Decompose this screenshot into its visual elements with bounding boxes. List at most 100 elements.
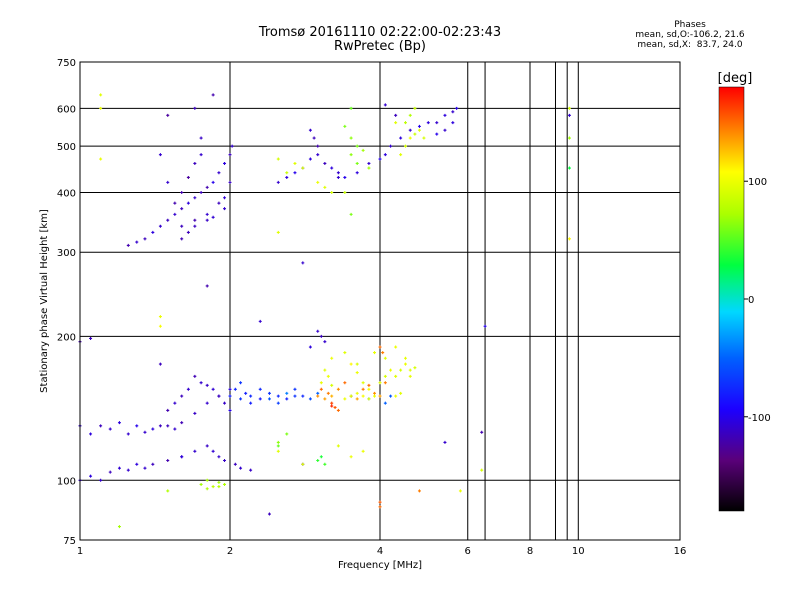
data-point <box>193 411 197 415</box>
data-point <box>186 201 190 205</box>
data-point <box>367 397 371 401</box>
data-point <box>343 124 347 128</box>
data-point <box>330 383 334 387</box>
data-point <box>158 324 162 328</box>
data-point <box>373 351 377 355</box>
data-point <box>435 121 439 125</box>
data-point <box>408 368 412 372</box>
data-point <box>151 230 155 234</box>
x-tick-label: 10 <box>572 546 585 557</box>
data-point <box>355 371 359 375</box>
data-point <box>378 345 382 349</box>
data-point <box>193 196 197 200</box>
data-point <box>333 405 337 409</box>
data-point <box>378 505 382 509</box>
data-point <box>361 394 365 398</box>
data-point <box>408 128 412 132</box>
x-tick-label: 6 <box>465 546 471 557</box>
data-point <box>199 482 203 486</box>
data-point <box>308 397 312 401</box>
data-point <box>166 218 170 222</box>
data-point <box>417 128 421 132</box>
data-point <box>89 336 93 340</box>
data-point <box>417 124 421 128</box>
y-tick-labels: 75 100 200 300 400 500 600 750 <box>57 58 76 547</box>
data-point <box>199 136 203 140</box>
data-point <box>330 401 334 405</box>
data-point <box>151 462 155 466</box>
y-tick-label: 400 <box>57 188 76 199</box>
data-point <box>378 381 382 385</box>
data-point <box>394 374 398 378</box>
data-point <box>343 175 347 179</box>
data-point <box>199 153 203 157</box>
data-point <box>199 190 203 194</box>
data-point <box>228 387 232 391</box>
data-point <box>293 171 297 175</box>
data-point <box>408 113 412 117</box>
phase-stats: Phases mean, sd,O:-106.2, 21.6 mean, sd,… <box>590 20 790 50</box>
data-points <box>78 93 571 529</box>
data-point <box>158 315 162 319</box>
data-point <box>316 329 320 333</box>
data-point <box>373 391 377 395</box>
data-point <box>223 196 227 200</box>
data-point <box>399 368 403 372</box>
data-point <box>378 394 382 398</box>
y-tick-label: 600 <box>57 104 76 115</box>
data-point <box>349 106 353 110</box>
grid-lines <box>80 62 680 540</box>
data-point <box>389 368 393 372</box>
data-point <box>166 113 170 117</box>
data-point <box>99 157 103 161</box>
data-point <box>326 374 330 378</box>
data-point <box>349 362 353 366</box>
phase-stats-x: mean, sd,X: 83.7, 24.0 <box>637 40 743 50</box>
data-point <box>319 334 323 338</box>
data-point <box>330 166 334 170</box>
data-point <box>323 185 327 189</box>
data-point <box>230 144 234 148</box>
data-point <box>383 103 387 107</box>
data-point <box>349 153 353 157</box>
data-point <box>451 121 455 125</box>
data-point <box>180 207 184 211</box>
data-point <box>378 157 382 161</box>
x-tick-label: 1 <box>77 546 83 557</box>
data-point <box>239 466 243 470</box>
data-point <box>383 356 387 360</box>
data-point <box>336 408 340 412</box>
data-point <box>316 391 320 395</box>
data-point <box>228 180 232 184</box>
y-tick-label: 300 <box>57 248 76 259</box>
data-point <box>355 161 359 165</box>
x-tick-label: 4 <box>377 546 383 557</box>
data-point <box>285 432 289 436</box>
data-point <box>233 462 237 466</box>
data-point <box>403 362 407 366</box>
data-point <box>249 468 253 472</box>
data-point <box>381 351 385 355</box>
data-point <box>99 106 103 110</box>
data-point <box>367 166 371 170</box>
data-point <box>223 482 227 486</box>
data-point <box>319 381 323 385</box>
data-point <box>293 387 297 391</box>
data-point <box>378 500 382 504</box>
data-point <box>349 136 353 140</box>
data-point <box>403 356 407 360</box>
x-axis-label: Frequency [MHz] <box>338 560 422 571</box>
data-point <box>343 190 347 194</box>
data-point <box>108 470 112 474</box>
data-point <box>567 113 571 117</box>
data-point <box>217 394 221 398</box>
data-point <box>217 171 221 175</box>
data-point <box>355 397 359 401</box>
data-point <box>223 401 227 405</box>
data-point <box>249 394 253 398</box>
data-point <box>173 401 177 405</box>
data-point <box>166 424 170 428</box>
data-point <box>211 449 215 453</box>
chart-title-line: Tromsø 20161110 02:22:00-02:23:43 <box>258 25 502 40</box>
data-point <box>211 485 215 489</box>
